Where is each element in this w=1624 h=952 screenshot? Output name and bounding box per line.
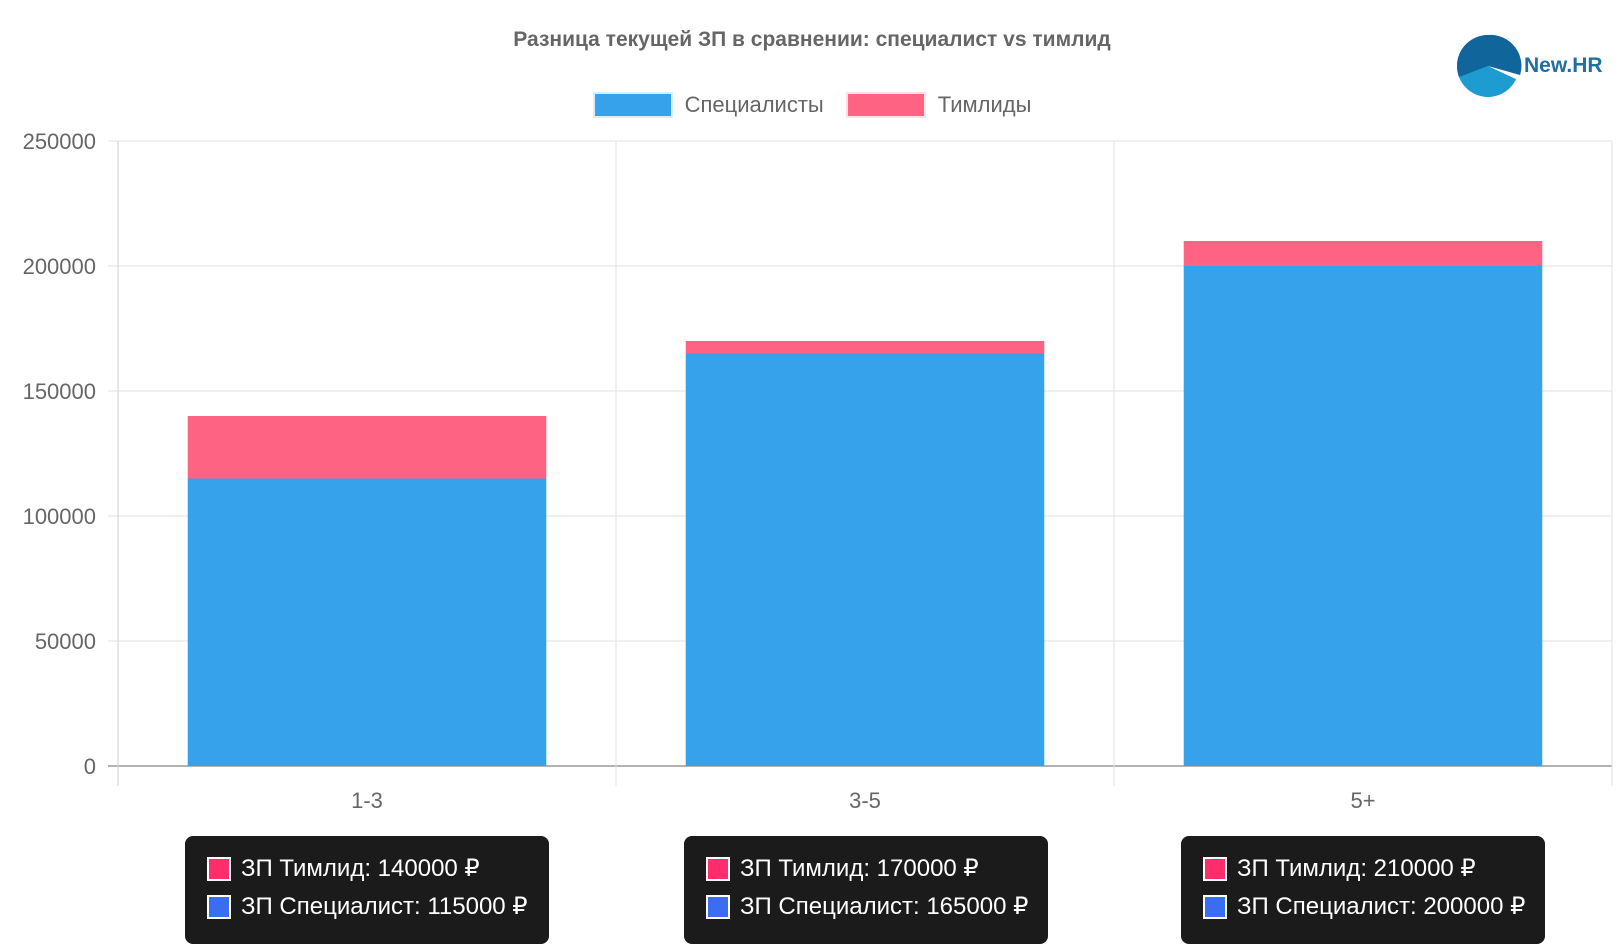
bar-teamleads-3-5[interactable]	[685, 341, 1045, 354]
tooltip-text-teamlead: ЗП Тимлид: 210000 ₽	[1237, 855, 1476, 882]
tooltip-swatch-teamlead	[1203, 856, 1227, 881]
legend-swatch-teamleads	[845, 92, 926, 118]
plot-area: 0 50000 100000 150000 200000 250000 1-3 3-5 5+	[23, 129, 1613, 813]
legend: Специалисты Тимлиды	[0, 92, 1624, 118]
bar-specialists-5plus[interactable]	[1183, 266, 1543, 766]
logo-circle-icon	[1457, 34, 1522, 97]
tooltip-row-specialist: ЗП Специалист: 115000 ₽	[207, 892, 528, 921]
bars	[187, 241, 1543, 767]
tooltip-text-specialist: ЗП Специалист: 115000 ₽	[241, 893, 528, 920]
tooltip-swatch-specialist	[706, 894, 730, 919]
x-tick-label: 5+	[1350, 788, 1375, 813]
tooltip-swatch-teamlead	[706, 856, 730, 881]
tooltip-text-specialist: ЗП Специалист: 165000 ₽	[740, 893, 1029, 920]
tooltip-swatch-specialist	[1203, 894, 1227, 919]
logo-text: New.HR	[1524, 54, 1603, 77]
legend-item-teamleads[interactable]: Тимлиды	[845, 92, 1032, 118]
tooltip-text-teamlead: ЗП Тимлид: 170000 ₽	[740, 855, 979, 882]
tooltip-text-specialist: ЗП Специалист: 200000 ₽	[1237, 893, 1526, 920]
y-tick-label: 200000	[23, 254, 96, 279]
tooltip-text-teamlead: ЗП Тимлид: 140000 ₽	[241, 855, 480, 882]
legend-label-specialists: Специалисты	[684, 92, 824, 117]
bar-teamleads-5plus[interactable]	[1183, 241, 1543, 266]
newhr-logo: New.HR	[1454, 34, 1624, 104]
tooltip-5-plus: ЗП Тимлид: 210000 ₽ ЗП Специалист: 20000…	[1181, 836, 1545, 944]
tooltip-row-teamlead: ЗП Тимлид: 170000 ₽	[706, 854, 979, 883]
tooltip-3-5: ЗП Тимлид: 170000 ₽ ЗП Специалист: 16500…	[684, 836, 1048, 944]
legend-swatch-specialists	[592, 92, 673, 118]
tooltip-1-3: ЗП Тимлид: 140000 ₽ ЗП Специалист: 11500…	[185, 836, 549, 944]
y-tick-label: 100000	[23, 504, 96, 529]
bar-teamleads-1-3[interactable]	[187, 416, 547, 479]
bar-specialists-1-3[interactable]	[187, 478, 547, 767]
y-tick-label: 50000	[35, 629, 96, 654]
tooltip-swatch-teamlead	[207, 856, 231, 881]
bar-specialists-3-5[interactable]	[685, 353, 1045, 767]
y-tick-label: 250000	[23, 129, 96, 154]
chart-title: Разница текущей ЗП в сравнении: специали…	[513, 28, 1111, 51]
tooltip-swatch-specialist	[207, 894, 231, 919]
legend-label-teamleads: Тимлиды	[937, 92, 1032, 117]
tooltip-row-specialist: ЗП Специалист: 165000 ₽	[706, 892, 1028, 921]
tooltip-row-teamlead: ЗП Тимлид: 140000 ₽	[207, 854, 480, 883]
x-tick-label: 1-3	[351, 788, 383, 813]
axes: 0 50000 100000 150000 200000 250000 1-3 3-5 5+	[23, 129, 1376, 813]
tooltip-row-teamlead: ЗП Тимлид: 210000 ₽	[1203, 854, 1476, 883]
legend-item-specialists[interactable]: Специалисты	[592, 92, 824, 118]
x-tick-label: 3-5	[849, 788, 881, 813]
y-tick-label: 150000	[23, 379, 96, 404]
tooltip-row-specialist: ЗП Специалист: 200000 ₽	[1203, 892, 1525, 921]
y-tick-label: 0	[84, 754, 96, 779]
